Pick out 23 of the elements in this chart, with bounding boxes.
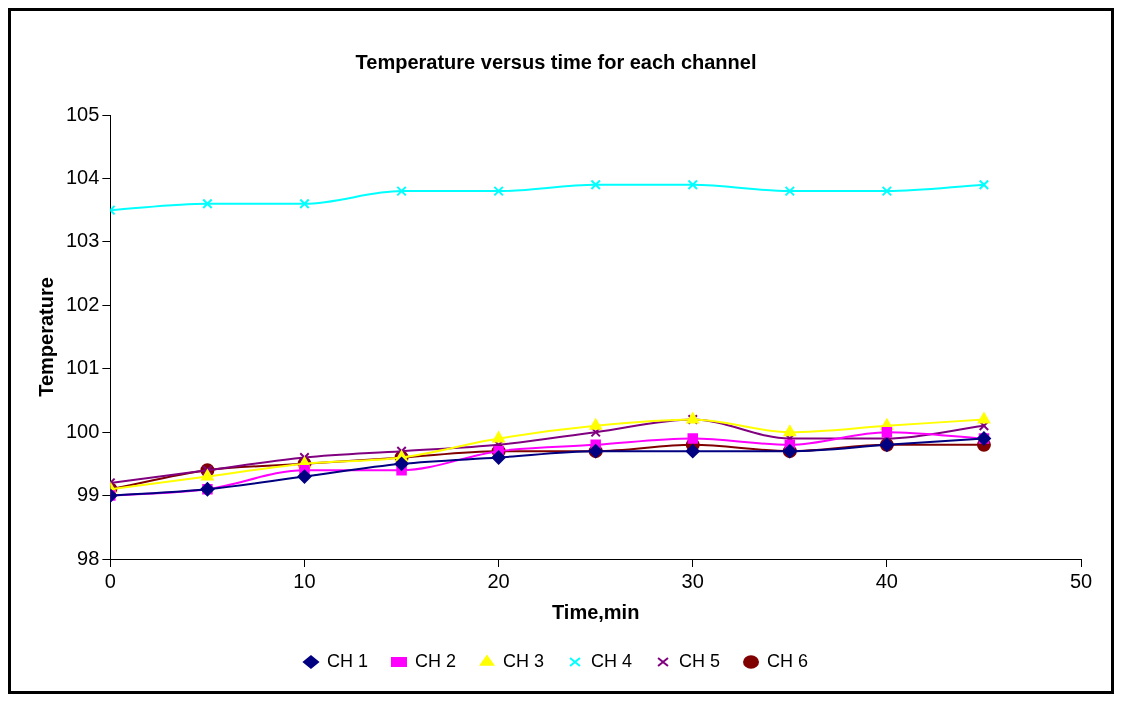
y-tick-label: 101: [65, 356, 100, 379]
y-tick-label: 105: [65, 102, 100, 125]
legend-label: CH 4: [591, 650, 633, 671]
x-tick-label: 40: [875, 569, 898, 592]
chart-title: Temperature versus time for each channel: [355, 50, 757, 73]
y-tick-label: 104: [65, 165, 100, 188]
x-tick-label: 50: [1069, 569, 1093, 592]
legend-label: CH 1: [326, 650, 368, 671]
y-tick-label: 100: [65, 419, 100, 442]
y-tick-label: 99: [77, 483, 100, 506]
y-axis-title: Temperature: [34, 277, 57, 397]
x-tick-label: 10: [293, 569, 316, 592]
legend-label: CH 6: [767, 650, 809, 671]
x-tick-label: 0: [104, 569, 116, 592]
y-tick-label: 98: [77, 546, 100, 569]
x-tick-label: 30: [681, 569, 704, 592]
x-tick-label: 20: [487, 569, 510, 592]
legend-label: CH 2: [414, 650, 456, 671]
y-tick-label: 102: [65, 292, 100, 315]
legend-label: CH 3: [502, 650, 545, 671]
x-axis-title: Time,min: [551, 600, 640, 623]
legend-label: CH 5: [679, 650, 721, 671]
y-tick-label: 103: [65, 229, 100, 252]
